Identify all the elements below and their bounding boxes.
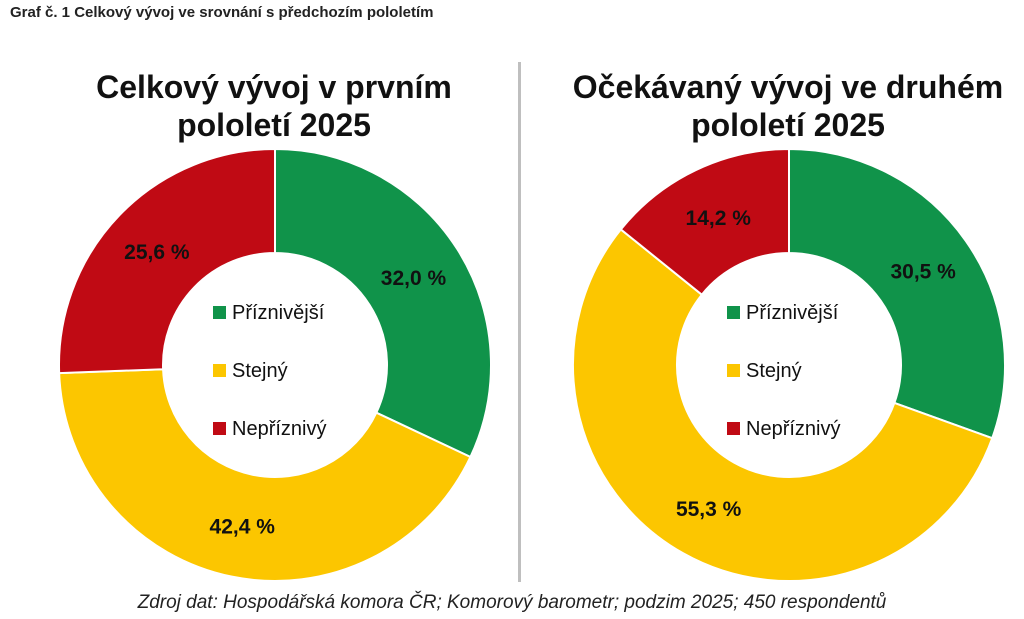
data-label: 14,2 % [686, 207, 752, 230]
chart-panel-second-half: Očekávaný vývoj ve druhém pololetí 2025 … [548, 60, 1024, 590]
donut-chart: 30,5 % 55,3 % 14,2 % Příznivější Stejný Nepří… [572, 147, 1006, 582]
legend-swatch [727, 306, 740, 319]
legend-label: Příznivější [232, 302, 325, 324]
figure-caption: Graf č. 1 Celkový vývoj ve srovnání s př… [10, 4, 434, 21]
legend-swatch [213, 306, 226, 319]
data-label: 42,4 % [210, 516, 276, 539]
donut-chart: 32,0 % 42,4 % 25,6 % Příznivější Stejný Nepří… [58, 147, 492, 582]
legend-entry: Nepříznivý [727, 418, 840, 440]
legend-entry: Stejný [213, 360, 288, 382]
donut-slice-3 [619, 147, 790, 297]
panel-divider [518, 62, 521, 582]
legend-entry: Příznivější [727, 302, 839, 324]
legend-swatch [213, 422, 226, 435]
data-label: 30,5 % [890, 261, 956, 284]
legend-entry: Nepříznivý [213, 418, 326, 440]
legend-entry: Stejný [727, 360, 802, 382]
chart-title-line-2: pololetí 2025 [177, 107, 371, 143]
donut-slice-1 [274, 147, 492, 459]
chart-title-line-2: pololetí 2025 [691, 107, 885, 143]
legend-entry: Příznivější [213, 302, 325, 324]
legend-swatch [727, 364, 740, 377]
chart-title-line-1: Očekávaný vývoj ve druhém [572, 69, 1004, 105]
donut-slice-1 [788, 147, 1006, 440]
data-label: 32,0 % [381, 267, 447, 290]
chart-title: Očekávaný vývoj ve druhém pololetí 2025 [548, 68, 1024, 144]
legend-label: Nepříznivý [232, 418, 326, 440]
chart-title-line-1: Celkový vývoj v prvním [96, 69, 452, 105]
data-label: 55,3 % [676, 498, 742, 521]
chart-title: Celkový vývoj v prvním pololetí 2025 [34, 68, 514, 144]
chart-panel-first-half: Celkový vývoj v prvním pololetí 2025 32,… [34, 60, 514, 590]
donut-slice-2 [572, 228, 994, 582]
legend-label: Příznivější [746, 302, 839, 324]
legend-label: Stejný [232, 360, 288, 382]
source-note: Zdroj dat: Hospodářská komora ČR; Komoro… [137, 592, 887, 613]
legend-swatch [727, 422, 740, 435]
legend-label: Stejný [746, 360, 802, 382]
legend-label: Nepříznivý [746, 418, 840, 440]
data-label: 25,6 % [124, 241, 190, 264]
donut-slice-2 [58, 368, 472, 582]
donut-slice-3 [58, 147, 276, 375]
legend-swatch [213, 364, 226, 377]
